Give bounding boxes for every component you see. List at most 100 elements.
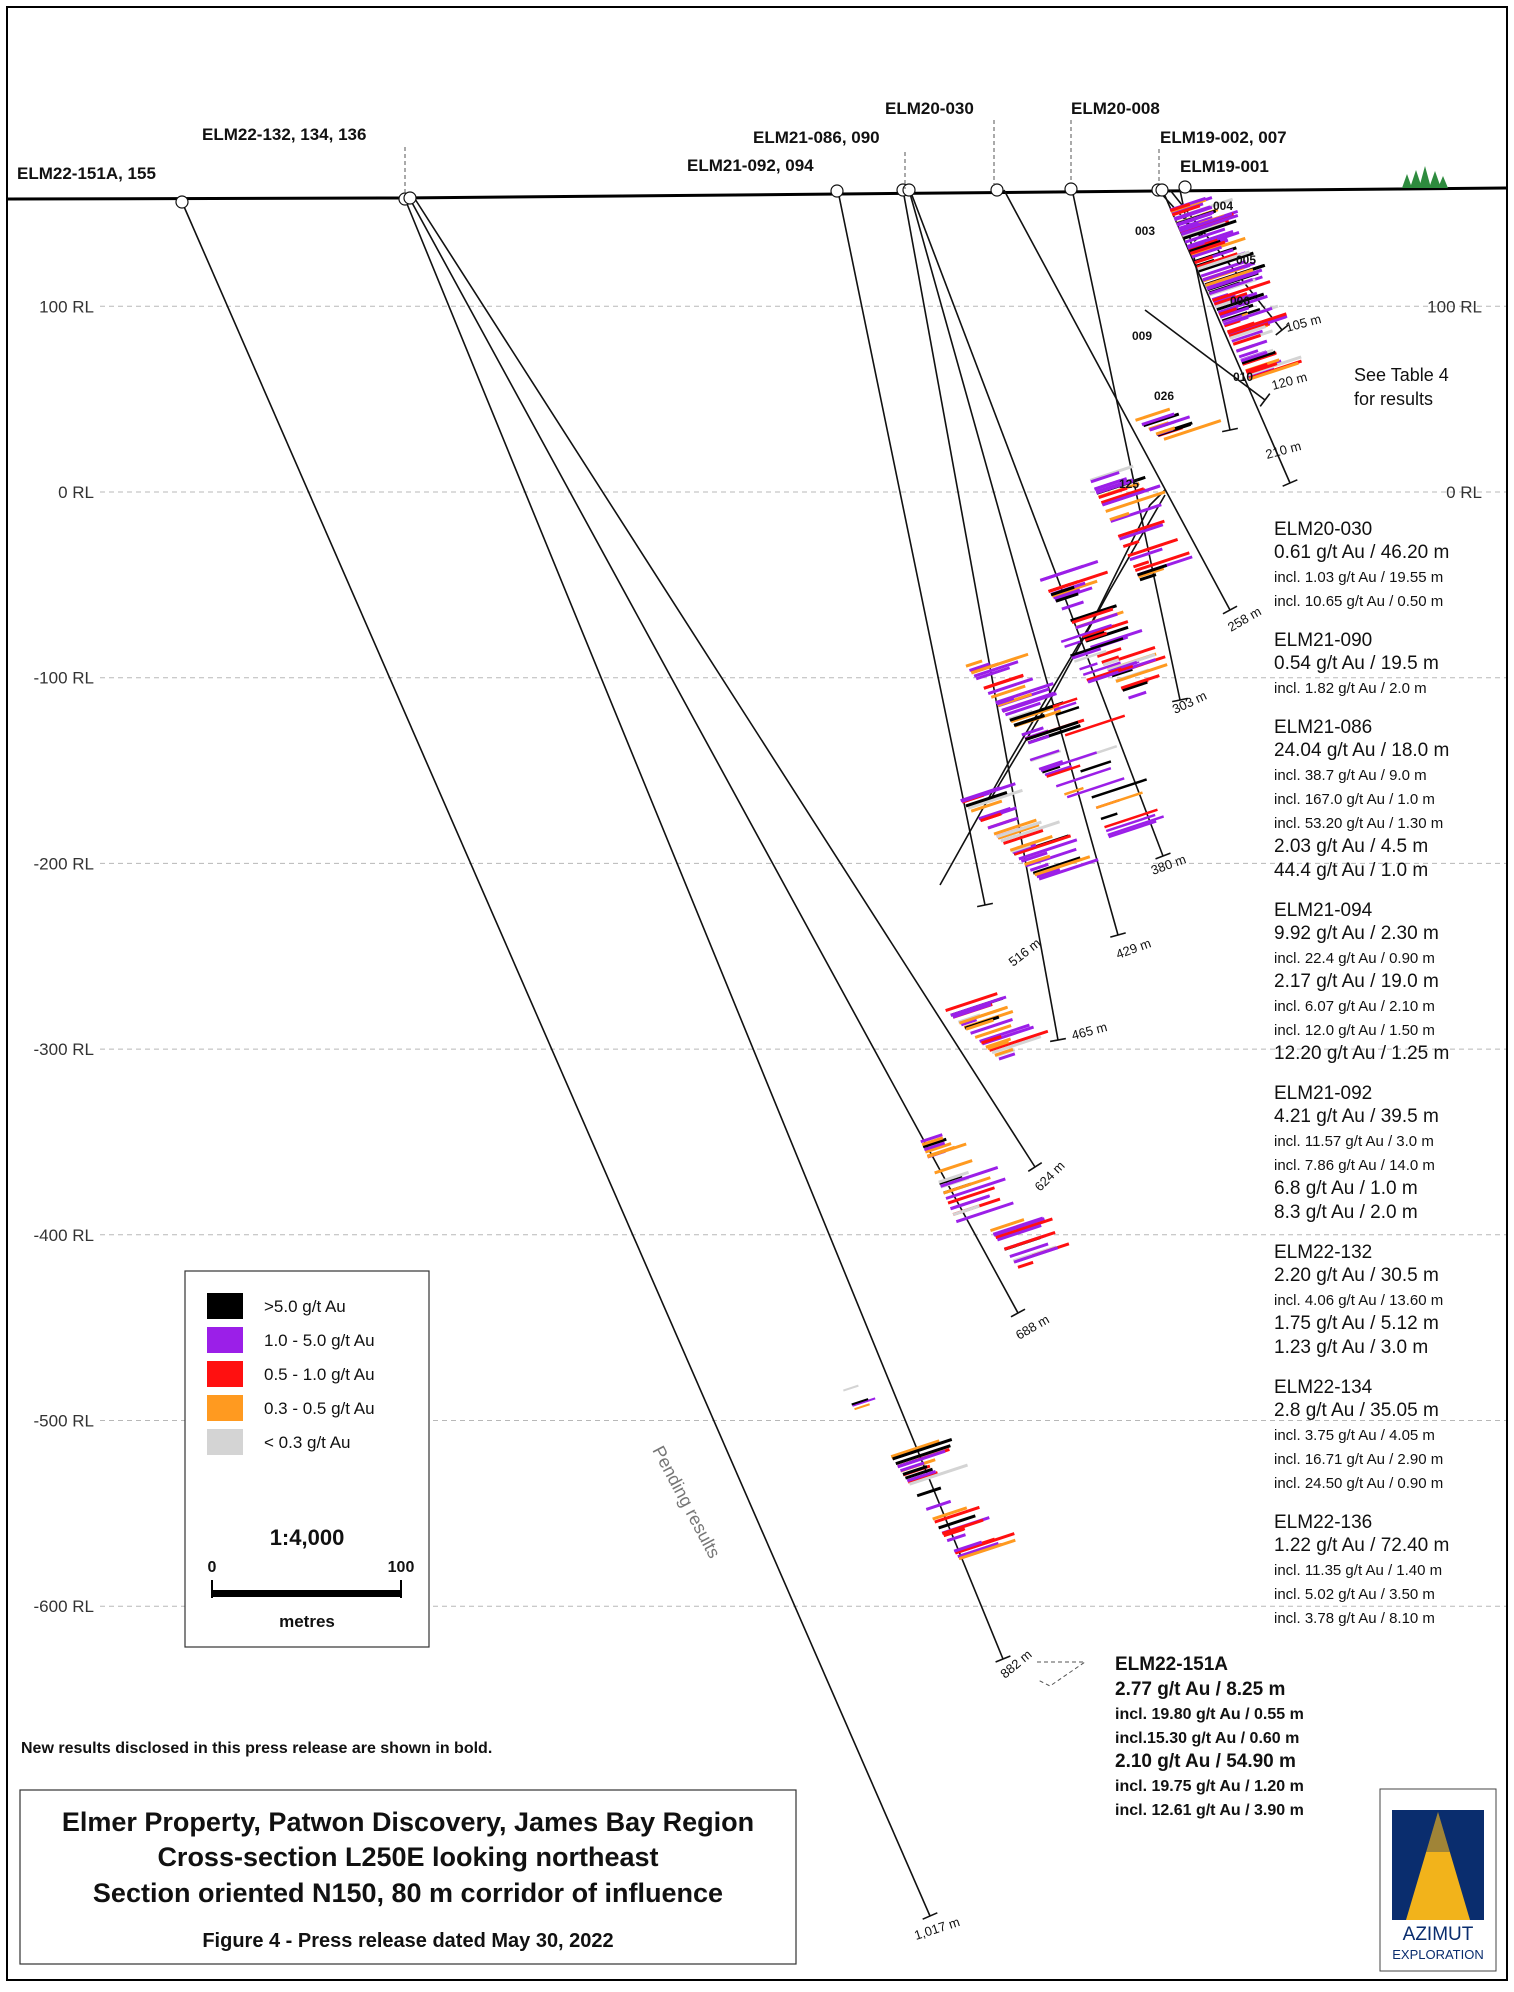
result-line: 9.92 g/t Au / 2.30 m (1274, 923, 1439, 944)
drill-hole-trace (909, 189, 1164, 857)
assay-interval (1087, 670, 1119, 683)
collar-marker (1155, 183, 1169, 197)
assay-interval (1245, 362, 1268, 373)
assay-interval (1090, 628, 1143, 649)
assay-interval (1120, 674, 1160, 690)
assay-interval (1108, 820, 1157, 839)
assay-interval (924, 1142, 952, 1154)
result-line: incl. 11.35 g/t Au / 1.40 m (1274, 1562, 1442, 1579)
assay-interval (1091, 778, 1148, 799)
assay-interval (1081, 620, 1129, 638)
result-line: 1.23 g/t Au / 3.0 m (1274, 1337, 1428, 1358)
assay-interval (938, 1514, 976, 1530)
drill-hole-trace (837, 190, 986, 906)
end-of-hole-tick (1282, 479, 1298, 487)
assay-interval (1079, 662, 1098, 671)
assay-interval (1196, 252, 1238, 269)
assay-interval (1066, 777, 1125, 799)
logo-azimut: AZIMUT (1403, 1924, 1474, 1945)
assay-interval (908, 1463, 968, 1486)
assay-interval (1090, 471, 1120, 484)
assay-interval (1107, 815, 1165, 837)
collar-label-elm21-092: ELM21-092, 094 (687, 156, 814, 175)
assay-interval (1063, 786, 1084, 796)
assay-interval (1111, 667, 1133, 678)
assay-interval (990, 684, 1026, 699)
assay-interval (983, 673, 1024, 690)
bold-result-line: incl. 19.80 g/t Au / 0.55 m (1115, 1706, 1304, 1723)
assay-interval (1235, 339, 1268, 353)
assay-interval (907, 1471, 939, 1484)
assay-interval (945, 992, 998, 1013)
assay-interval (1104, 808, 1158, 829)
assay-interval (1132, 560, 1150, 569)
hole-id-006: 006 (1230, 294, 1250, 308)
scale-bar-fill (212, 1590, 401, 1597)
end-of-hole-tick (1010, 1308, 1026, 1318)
result-line: 8.3 g/t Au / 2.0 m (1274, 1202, 1418, 1223)
assay-interval (1004, 701, 1041, 717)
title-line-3: Section oriented N150, 80 m corridor of … (93, 1878, 723, 1908)
legend-items: >5.0 g/t Au 1.0 - 5.0 g/t Au 0.5 - 1.0 g/t… (207, 1293, 375, 1455)
assay-interval (1027, 734, 1050, 745)
assay-interval (1227, 312, 1287, 335)
legend-label: 0.5 - 1.0 g/t Au (264, 1365, 375, 1384)
assay-interval (991, 1035, 1042, 1055)
hole-length-688: 688 m (1013, 1312, 1052, 1343)
collar-label-elm21-086: ELM21-086, 090 (753, 128, 880, 147)
drill-hole-trace (414, 198, 1036, 1168)
assay-interval (938, 1170, 970, 1184)
assay-interval (987, 677, 1034, 695)
assay-interval (1135, 407, 1171, 422)
rl-grid: 100 RL 100 RL 0 RL 0 RL -100 RL -200 RL -300 R… (34, 297, 1506, 1616)
hole-length-380: 380 m (1149, 851, 1188, 877)
drill-hole-trace (902, 189, 1059, 1041)
assay-interval (1216, 292, 1265, 311)
assay-interval (1224, 319, 1241, 328)
assay-interval (1040, 751, 1098, 773)
result-line: incl. 5.02 g/t Au / 3.50 m (1274, 1586, 1435, 1603)
assay-interval (1021, 726, 1044, 737)
assay-interval (979, 1023, 1030, 1043)
hole-length-210: 210 m (1264, 438, 1303, 462)
assay-interval (958, 1006, 1008, 1025)
assay-interval (1071, 607, 1114, 624)
bold-result-line: incl. 12.61 g/t Au / 3.90 m (1115, 1802, 1304, 1819)
assay-interval (1232, 333, 1262, 346)
result-line: 2.03 g/t Au / 4.5 m (1274, 836, 1428, 857)
assay-interval (1110, 503, 1162, 523)
result-hole-heading: ELM21-092 (1274, 1083, 1372, 1104)
assay-interval (1240, 350, 1268, 363)
assay-interval (1186, 230, 1234, 249)
assay-interval (1061, 600, 1084, 611)
assay-interval (985, 1037, 1012, 1049)
drill-hole-trace (908, 189, 1119, 936)
collar-label-elm20-030: ELM20-030 (885, 99, 974, 118)
assay-interval (1105, 813, 1156, 833)
assay-interval (968, 662, 991, 672)
result-hole-heading: ELM22-136 (1274, 1512, 1372, 1533)
assay-intervals (843, 196, 1302, 1561)
assay-interval (1188, 238, 1218, 252)
result-line: incl. 24.50 g/t Au / 0.90 m (1274, 1475, 1443, 1492)
assay-interval (1202, 261, 1256, 282)
assay-interval (1025, 720, 1079, 741)
assay-interval (1208, 277, 1254, 296)
assay-interval (990, 1218, 1025, 1233)
collar-marker (902, 183, 916, 197)
assay-interval (1071, 647, 1102, 660)
result-line: incl. 12.0 g/t Au / 1.50 m (1274, 1022, 1435, 1039)
legend-swatch (207, 1429, 243, 1455)
assay-interval (996, 1224, 1042, 1242)
result-line: 1.75 g/t Au / 5.12 m (1274, 1313, 1439, 1334)
hole-length-258: 258 m (1225, 604, 1264, 635)
bold-result-line: 2.10 g/t Au / 54.90 m (1115, 1751, 1296, 1772)
result-line: incl. 3.75 g/t Au / 4.05 m (1274, 1427, 1435, 1444)
collar-leaders (404, 120, 1160, 1687)
result-line: incl. 7.86 g/t Au / 14.0 m (1274, 1157, 1435, 1174)
assay-interval (1218, 307, 1237, 316)
assay-interval (1055, 767, 1112, 788)
end-of-hole-tick (922, 1912, 938, 1920)
assay-interval (922, 1137, 947, 1149)
